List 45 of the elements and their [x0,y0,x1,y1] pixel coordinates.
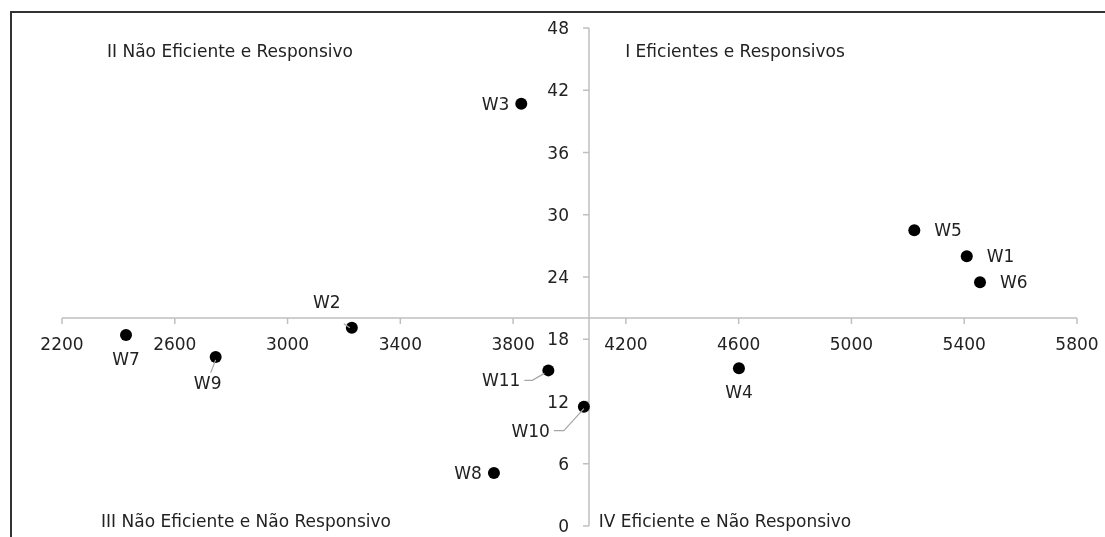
series-label: W4 [725,382,753,403]
x-tick-label: 3400 [378,334,422,354]
series-label: W11 [481,370,521,391]
x-tick-label: 2200 [40,334,84,354]
series-label: W1 [986,246,1015,267]
y-tick-label: 12 [547,391,569,412]
x-tick-label: 4200 [604,334,648,354]
series-label: W7 [112,349,140,370]
x-tick-label: 5000 [829,334,874,354]
annotation: III Não Eficiente e Não Responsivo [101,511,391,531]
point [542,364,555,377]
y-tick-label: 36 [547,142,569,163]
y-tick-label: 18 [547,329,569,350]
point [577,400,590,413]
x-tick-label: 2600 [153,334,197,354]
point [732,362,745,375]
series-label: W6 [1000,272,1028,293]
point [515,97,528,110]
point [120,329,132,342]
series-label: W8 [454,463,482,484]
annotation: I Eficientes e Responsivos [625,41,845,61]
y-tick-label: 48 [547,18,569,38]
point [487,467,500,480]
point [974,276,987,289]
y-tick-label: 42 [547,80,569,101]
x-tick-label: 5800 [1055,334,1099,354]
point [209,350,222,363]
series-label: W2 [313,291,341,312]
x-tick-label: 3800 [491,334,535,354]
x-tick-label: 3000 [265,334,310,354]
y-tick-label: 24 [547,267,569,287]
series-label: W10 [511,420,550,441]
x-tick-label: 5400 [942,334,986,354]
point [960,250,973,263]
annotation: II Não Eficiente e Responsivo [107,41,353,61]
point [345,321,358,334]
annotation: IV Eficiente e Não Responsivo [598,511,852,531]
series-label: W9 [193,372,222,393]
y-tick-label: 0 [558,516,569,536]
y-tick-label: 6 [558,453,569,474]
series-label: W5 [934,220,962,241]
y-tick-label: 30 [547,204,569,225]
x-tick-label: 4600 [717,334,761,354]
point [908,224,921,237]
series-label: W3 [481,93,510,114]
